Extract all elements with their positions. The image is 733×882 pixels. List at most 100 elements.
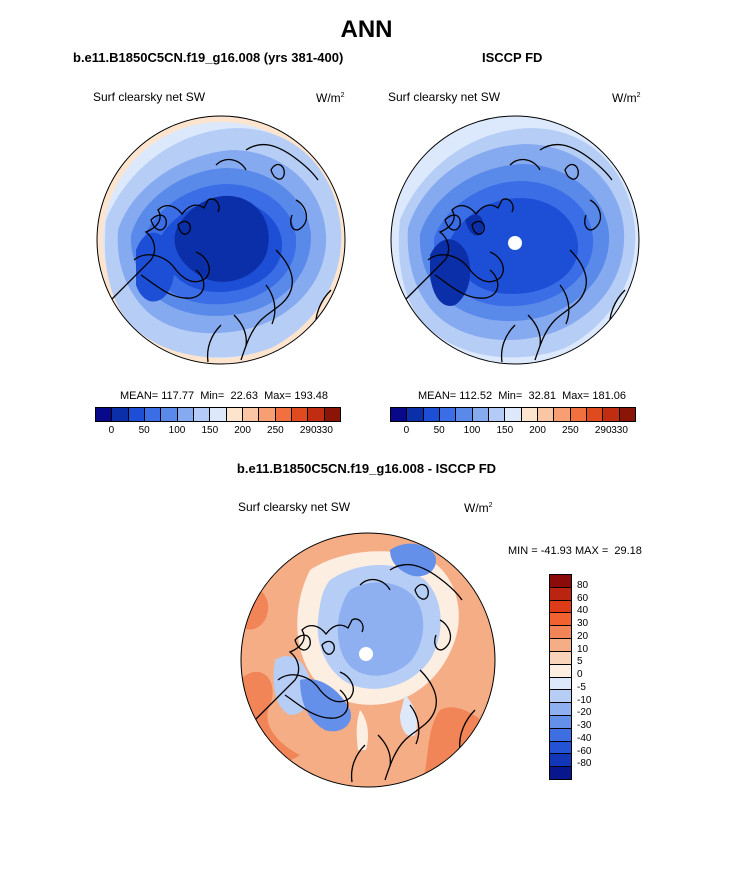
panel1-case-title: b.e11.B1850C5CN.f19_g16.008 (yrs 381-400… bbox=[73, 50, 344, 65]
colorbar-swatch bbox=[291, 408, 309, 421]
colorbar-swatch bbox=[275, 408, 292, 421]
panel1-colorbar-ticks: 0 50 100 150 200 250 290 330 bbox=[95, 425, 341, 439]
colorbar-tick-label: 250 bbox=[562, 425, 579, 436]
colorbar-swatch bbox=[177, 408, 194, 421]
panel2-variable-label: Surf clearsky net SW bbox=[388, 90, 501, 104]
colorbar-tick-label: -40 bbox=[577, 732, 592, 744]
colorbar-tick-label: 30 bbox=[577, 618, 589, 629]
colorbar-swatch bbox=[472, 408, 489, 421]
colorbar-tick-label: 0 bbox=[577, 669, 583, 680]
panel2-case-title: ISCCP FD bbox=[482, 50, 543, 65]
colorbar-swatch bbox=[550, 626, 571, 640]
colorbar-swatch bbox=[308, 408, 325, 421]
colorbar-swatch bbox=[193, 408, 211, 421]
colorbar-swatch bbox=[619, 408, 635, 421]
colorbar-tick-label: 250 bbox=[267, 425, 284, 436]
colorbar-swatch bbox=[550, 690, 571, 704]
colorbar-tick-label: 200 bbox=[529, 425, 546, 436]
panel3-units-label: W/m2 bbox=[464, 501, 493, 515]
colorbar-swatch bbox=[128, 408, 145, 421]
colorbar-tick-label: -80 bbox=[577, 758, 592, 770]
colorbar-tick-label: 330 bbox=[611, 425, 628, 436]
colorbar-swatch bbox=[456, 408, 473, 421]
panel2-stats: MEAN= 112.52 Min= 32.81 Max= 181.06 bbox=[418, 390, 627, 402]
colorbar-swatch bbox=[550, 728, 571, 742]
colorbar-swatch bbox=[521, 408, 538, 421]
colorbar-tick-label: 150 bbox=[201, 425, 219, 436]
colorbar-swatch bbox=[550, 651, 571, 665]
colorbar-swatch bbox=[391, 408, 408, 421]
pole-mask bbox=[359, 647, 373, 661]
colorbar-tick-label: 290 bbox=[594, 425, 612, 436]
panel1-stats: MEAN= 117.77 Min= 22.63 Max= 193.48 bbox=[120, 390, 329, 402]
colorbar-swatch bbox=[550, 664, 571, 678]
colorbar-tick-label: 330 bbox=[316, 425, 333, 436]
colorbar-swatch bbox=[144, 408, 162, 421]
colorbar-swatch bbox=[550, 575, 571, 588]
main-title: ANN bbox=[340, 16, 393, 43]
colorbar-tick-label: 100 bbox=[168, 425, 186, 436]
colorbar-swatch bbox=[550, 677, 571, 691]
colorbar-swatch bbox=[550, 587, 571, 601]
colorbar-tick-label: 0 bbox=[403, 425, 410, 436]
colorbar-tick-label: 100 bbox=[463, 425, 481, 436]
colorbar-swatch bbox=[550, 703, 571, 716]
colorbar-swatch bbox=[242, 408, 260, 421]
panel1-polar-map bbox=[96, 115, 346, 365]
colorbar-swatch bbox=[550, 741, 571, 755]
colorbar-swatch bbox=[603, 408, 620, 421]
colorbar-swatch bbox=[112, 408, 129, 421]
colorbar-tick-label: -20 bbox=[577, 707, 592, 719]
colorbar-swatch bbox=[488, 408, 506, 421]
colorbar-tick-label: -60 bbox=[577, 745, 592, 757]
panel3-colorbar-ticks: 80 60 40 30 20 10 5 0 -5 -10 -20 -30 -40 -60 -80 bbox=[577, 574, 617, 780]
colorbar-swatch bbox=[161, 408, 178, 421]
panel1-units-label: W/m2 bbox=[316, 91, 345, 105]
colorbar-swatch bbox=[550, 754, 571, 768]
colorbar-tick-label: -30 bbox=[577, 720, 592, 731]
panel1-colorbar bbox=[95, 407, 341, 422]
colorbar-swatch bbox=[586, 408, 604, 421]
colorbar-tick-label: 5 bbox=[577, 656, 583, 668]
panel2-colorbar bbox=[390, 407, 636, 422]
panel3-polar-map bbox=[240, 532, 496, 788]
colorbar-swatch bbox=[439, 408, 457, 421]
colorbar-swatch bbox=[537, 408, 555, 421]
colorbar-swatch bbox=[550, 600, 571, 614]
colorbar-swatch bbox=[259, 408, 276, 421]
colorbar-tick-label: -10 bbox=[577, 694, 592, 706]
colorbar-swatch bbox=[226, 408, 243, 421]
panel1-variable-label: Surf clearsky net SW bbox=[93, 90, 206, 104]
colorbar-swatch bbox=[550, 613, 571, 627]
panel3-stats: MIN = -41.93 MAX = 29.18 bbox=[508, 545, 642, 557]
colorbar-tick-label: -5 bbox=[577, 681, 586, 693]
colorbar-tick-label: 290 bbox=[299, 425, 317, 436]
panel2-polar-map bbox=[390, 115, 640, 365]
pole-mask bbox=[508, 236, 522, 250]
colorbar-tick-label: 150 bbox=[496, 425, 514, 436]
panel2-units-label: W/m2 bbox=[612, 91, 641, 105]
colorbar-tick-label: 0 bbox=[108, 425, 115, 436]
panel3-case-title: b.e11.B1850C5CN.f19_g16.008 - ISCCP FD bbox=[236, 461, 497, 476]
colorbar-swatch bbox=[550, 767, 571, 779]
colorbar-swatch bbox=[210, 408, 227, 421]
colorbar-tick-label: 10 bbox=[577, 643, 589, 655]
panel3-colorbar bbox=[549, 574, 572, 780]
panel3-variable-label: Surf clearsky net SW bbox=[238, 500, 351, 514]
colorbar-tick-label: 50 bbox=[433, 425, 445, 436]
colorbar-swatch bbox=[570, 408, 587, 421]
colorbar-tick-label: 40 bbox=[577, 605, 589, 617]
colorbar-swatch bbox=[423, 408, 440, 421]
colorbar-tick-label: 20 bbox=[577, 630, 589, 642]
colorbar-swatch bbox=[407, 408, 424, 421]
colorbar-tick-label: 60 bbox=[577, 592, 589, 604]
colorbar-tick-label: 50 bbox=[138, 425, 150, 436]
colorbar-swatch bbox=[505, 408, 522, 421]
colorbar-swatch bbox=[550, 715, 571, 729]
panel2-colorbar-ticks: 0 50 100 150 200 250 290 330 bbox=[390, 425, 636, 439]
colorbar-swatch bbox=[550, 639, 571, 652]
colorbar-swatch bbox=[96, 408, 113, 421]
colorbar-swatch bbox=[554, 408, 571, 421]
colorbar-tick-label: 200 bbox=[234, 425, 251, 436]
colorbar-tick-label: 80 bbox=[577, 579, 589, 591]
